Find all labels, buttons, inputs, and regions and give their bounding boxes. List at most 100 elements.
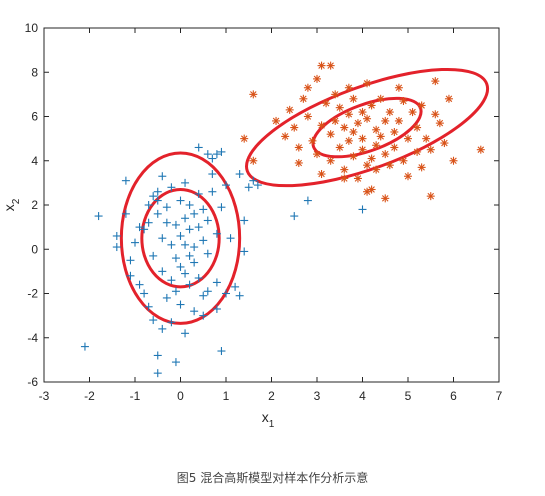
data-point-plus bbox=[222, 181, 230, 190]
asterisk-stroke bbox=[418, 164, 425, 171]
asterisk-stroke bbox=[386, 108, 394, 116]
asterisk-stroke bbox=[327, 157, 334, 165]
data-point-asterisk bbox=[335, 143, 344, 152]
data-point-plus bbox=[194, 143, 203, 152]
data-point-asterisk bbox=[417, 163, 426, 172]
data-point-plus bbox=[185, 280, 194, 289]
asterisk-stroke bbox=[368, 102, 375, 109]
asterisk-stroke bbox=[377, 95, 384, 103]
data-point-asterisk bbox=[476, 145, 485, 154]
asterisk-stroke bbox=[331, 91, 339, 98]
asterisk-stroke bbox=[436, 119, 444, 127]
data-point-plus bbox=[167, 276, 176, 285]
data-point-asterisk bbox=[317, 121, 326, 130]
data-point-plus bbox=[158, 324, 167, 333]
data-point-asterisk bbox=[394, 116, 403, 125]
data-point-plus bbox=[176, 196, 185, 205]
y-tick-label: 4 bbox=[31, 154, 38, 168]
data-point-asterisk bbox=[372, 125, 381, 134]
data-point-plus bbox=[203, 287, 212, 296]
asterisk-stroke bbox=[427, 146, 435, 153]
x-tick-label: 6 bbox=[450, 389, 457, 403]
data-point-plus bbox=[231, 282, 240, 291]
data-point-asterisk bbox=[249, 156, 258, 165]
data-point-plus bbox=[176, 300, 185, 309]
data-point-asterisk bbox=[426, 145, 435, 154]
data-point-plus bbox=[149, 316, 158, 325]
data-point-plus bbox=[112, 231, 121, 240]
asterisk-stroke bbox=[445, 95, 453, 103]
data-point-asterisk bbox=[381, 194, 390, 203]
data-point-plus bbox=[249, 176, 258, 185]
data-point-asterisk bbox=[426, 192, 435, 201]
data-point-plus bbox=[303, 196, 312, 205]
x-tick-label: 2 bbox=[268, 389, 275, 403]
data-point-asterisk bbox=[290, 123, 299, 132]
asterisk-stroke bbox=[295, 144, 303, 151]
data-point-plus bbox=[140, 289, 149, 298]
data-point-plus bbox=[253, 181, 262, 190]
data-point-plus bbox=[222, 289, 230, 298]
y-tick-label: 8 bbox=[31, 65, 38, 79]
data-point-asterisk bbox=[326, 61, 335, 70]
asterisk-stroke bbox=[359, 135, 366, 142]
data-point-plus bbox=[171, 358, 180, 367]
data-point-plus bbox=[135, 280, 144, 289]
asterisk-stroke bbox=[477, 146, 485, 153]
data-point-asterisk bbox=[303, 83, 312, 92]
asterisk-stroke bbox=[422, 135, 430, 142]
data-point-asterisk bbox=[294, 143, 303, 152]
data-point-asterisk bbox=[422, 134, 431, 143]
data-point-plus bbox=[126, 256, 135, 265]
data-point-asterisk bbox=[440, 139, 449, 148]
asterisk-stroke bbox=[381, 117, 389, 125]
data-point-plus bbox=[212, 304, 221, 313]
asterisk-stroke bbox=[372, 166, 380, 173]
data-point-plus bbox=[181, 178, 190, 187]
data-point-asterisk bbox=[417, 101, 426, 110]
asterisk-stroke bbox=[432, 77, 439, 85]
data-point-asterisk bbox=[340, 123, 349, 132]
data-point-plus bbox=[153, 351, 162, 360]
y-tick-label: -6 bbox=[27, 375, 38, 389]
data-point-asterisk bbox=[363, 187, 372, 196]
data-point-plus bbox=[244, 183, 253, 192]
y-tick-label: -2 bbox=[27, 287, 38, 301]
data-point-plus bbox=[121, 209, 130, 218]
asterisk-stroke bbox=[250, 91, 257, 98]
data-point-plus bbox=[290, 212, 299, 221]
data-point-asterisk bbox=[249, 90, 258, 99]
asterisk-stroke bbox=[363, 80, 371, 87]
asterisk-stroke bbox=[354, 175, 362, 182]
data-point-asterisk bbox=[363, 114, 372, 123]
data-point-asterisk bbox=[367, 101, 376, 110]
asterisk-stroke bbox=[290, 124, 298, 131]
y-tick-label: -4 bbox=[27, 331, 38, 345]
data-point-asterisk bbox=[326, 156, 335, 165]
data-point-plus bbox=[167, 183, 176, 192]
data-point-plus bbox=[153, 369, 162, 378]
x-tick-label: -1 bbox=[130, 389, 141, 403]
plot-area bbox=[43, 27, 500, 383]
ellipse-layer bbox=[119, 67, 490, 325]
data-point-plus bbox=[181, 269, 190, 278]
data-point-plus bbox=[167, 318, 176, 327]
asterisk-stroke bbox=[345, 111, 353, 118]
asterisk-stroke bbox=[359, 146, 366, 153]
data-point-plus bbox=[158, 172, 167, 181]
asterisk-stroke bbox=[395, 84, 403, 92]
asterisk-stroke bbox=[400, 97, 407, 105]
data-point-plus bbox=[144, 302, 153, 311]
asterisk-stroke bbox=[372, 141, 380, 149]
asterisk-stroke bbox=[359, 108, 366, 116]
data-point-plus bbox=[121, 176, 130, 185]
data-point-plus bbox=[181, 240, 190, 249]
gaussian-contour-ellipse bbox=[119, 151, 242, 325]
asterisk-stroke bbox=[450, 157, 457, 165]
data-point-asterisk bbox=[340, 174, 349, 183]
data-point-plus bbox=[149, 251, 158, 260]
asterisk-stroke bbox=[318, 62, 325, 69]
asterisk-stroke bbox=[313, 150, 321, 158]
data-point-plus bbox=[153, 187, 162, 196]
data-point-plus bbox=[176, 231, 185, 240]
